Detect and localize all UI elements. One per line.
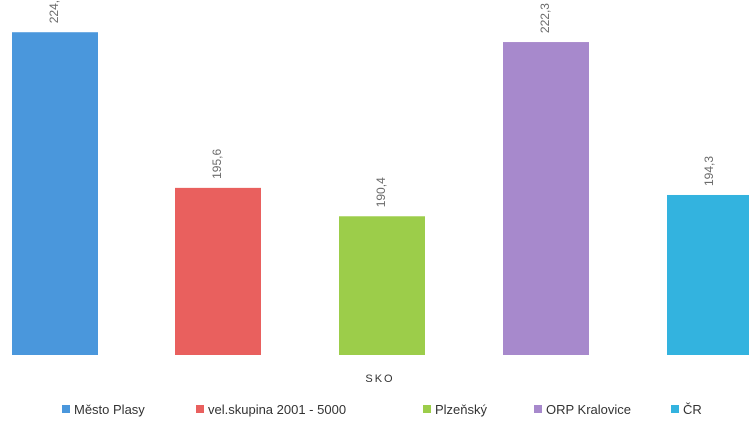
bar-5 — [667, 194, 749, 355]
bars-layer — [12, 32, 749, 356]
data-label-3: 190,4 — [374, 177, 388, 207]
legend-label-1: Město Plasy — [74, 402, 145, 417]
legend-swatch-5 — [671, 405, 679, 413]
legend: Město Plasy vel.skupina 2001 - 5000 Plzeňs… — [62, 402, 702, 417]
data-label-5: 194,3 — [702, 156, 716, 186]
legend-swatch-3 — [423, 405, 431, 413]
legend-label-2: vel.skupina 2001 - 5000 — [208, 402, 346, 417]
category-label: SKO — [365, 373, 394, 385]
bar-3 — [339, 216, 425, 355]
legend-swatch-1 — [62, 405, 70, 413]
data-labels-layer: 224,1 195,6 190,4 222,3 194,3 — [47, 0, 716, 207]
legend-swatch-2 — [196, 405, 204, 413]
data-label-2: 195,6 — [210, 149, 224, 179]
legend-label-5: ČR — [683, 402, 702, 417]
legend-label-4: ORP Kralovice — [546, 402, 631, 417]
bar-2 — [175, 187, 261, 355]
data-label-1: 224,1 — [47, 0, 61, 23]
bar-4 — [503, 42, 589, 356]
data-label-4: 222,3 — [538, 3, 552, 33]
legend-label-3: Plzeňský — [435, 402, 488, 417]
legend-swatch-4 — [534, 405, 542, 413]
bar-1 — [12, 32, 98, 355]
